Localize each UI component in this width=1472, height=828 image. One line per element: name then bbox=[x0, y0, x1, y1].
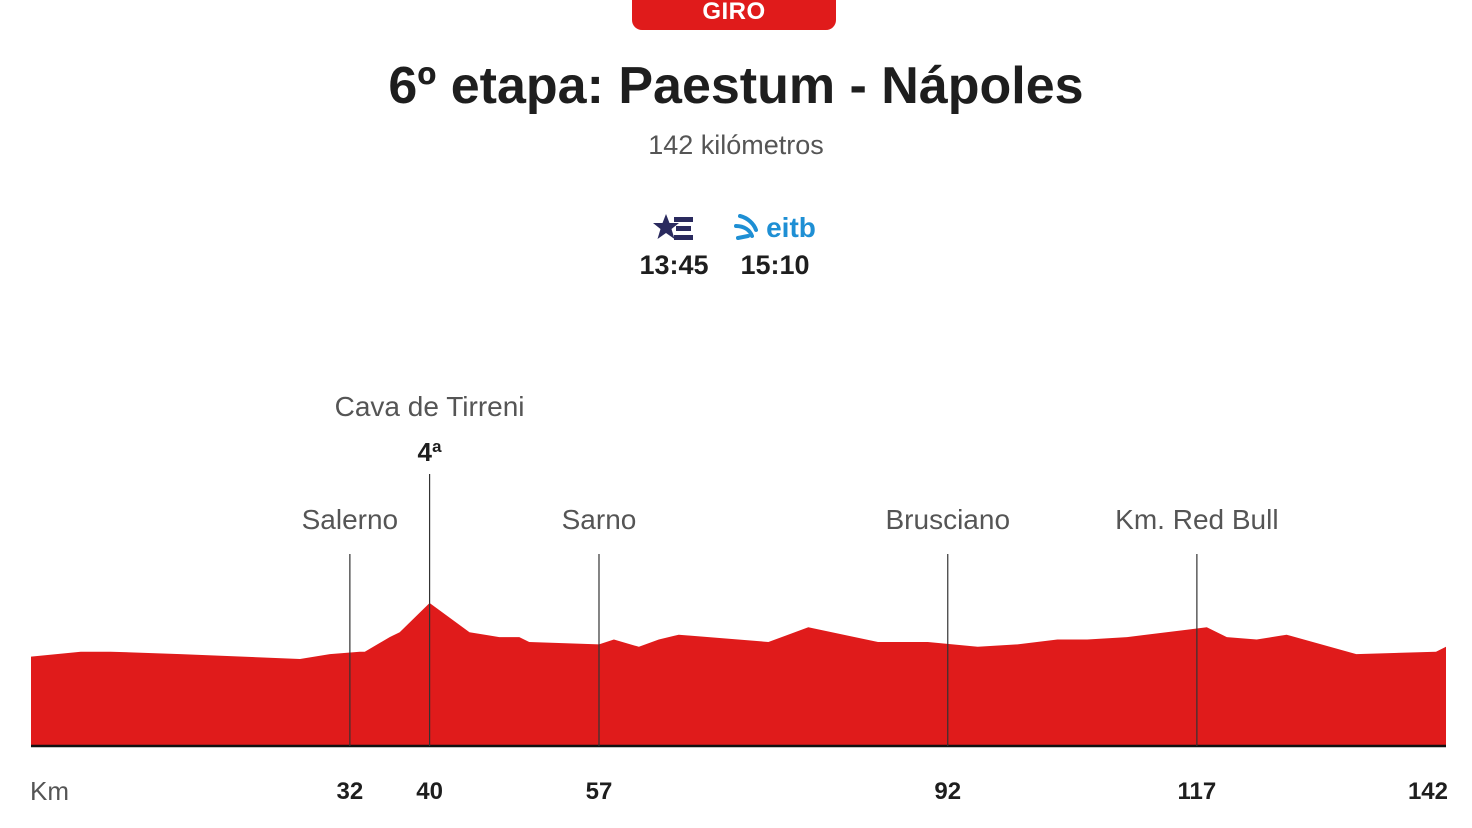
x-axis-label: Km bbox=[30, 776, 69, 806]
km-tick-label: 142 bbox=[1408, 778, 1448, 805]
eitb-wave-icon bbox=[734, 214, 759, 240]
broadcast-time: 13:45 bbox=[639, 250, 709, 280]
elevation-area bbox=[31, 603, 1446, 746]
place-label: Sarno bbox=[562, 504, 637, 535]
eitb-logo-text: eitb bbox=[766, 212, 816, 243]
place-label: Brusciano bbox=[886, 504, 1011, 535]
km-tick-label: 57 bbox=[586, 778, 613, 805]
stage-distance: 142 kilómetros bbox=[648, 130, 824, 160]
km-tick-label: 40 bbox=[416, 778, 443, 805]
km-tick-label: 32 bbox=[337, 778, 364, 805]
race-badge: GIRO bbox=[632, 0, 836, 30]
km-tick-label: 117 bbox=[1178, 778, 1217, 805]
broadcast-eitb: eitb 15:10 bbox=[720, 208, 830, 281]
place-label: Salerno bbox=[302, 504, 399, 535]
place-label: Km. Red Bull bbox=[1115, 504, 1278, 535]
km-tick-label: 92 bbox=[934, 778, 961, 805]
climb-category: 4ª bbox=[418, 437, 442, 467]
broadcast-time: 15:10 bbox=[740, 250, 810, 280]
page-title: 6º etapa: Paestum - Nápoles bbox=[388, 57, 1084, 115]
broadcast-teledeporte: 13:45 bbox=[619, 208, 729, 281]
euskaltel-star-e-icon bbox=[619, 208, 729, 248]
place-label: Cava de Tirreni bbox=[335, 391, 525, 422]
eitb-logo: eitb bbox=[720, 208, 830, 248]
